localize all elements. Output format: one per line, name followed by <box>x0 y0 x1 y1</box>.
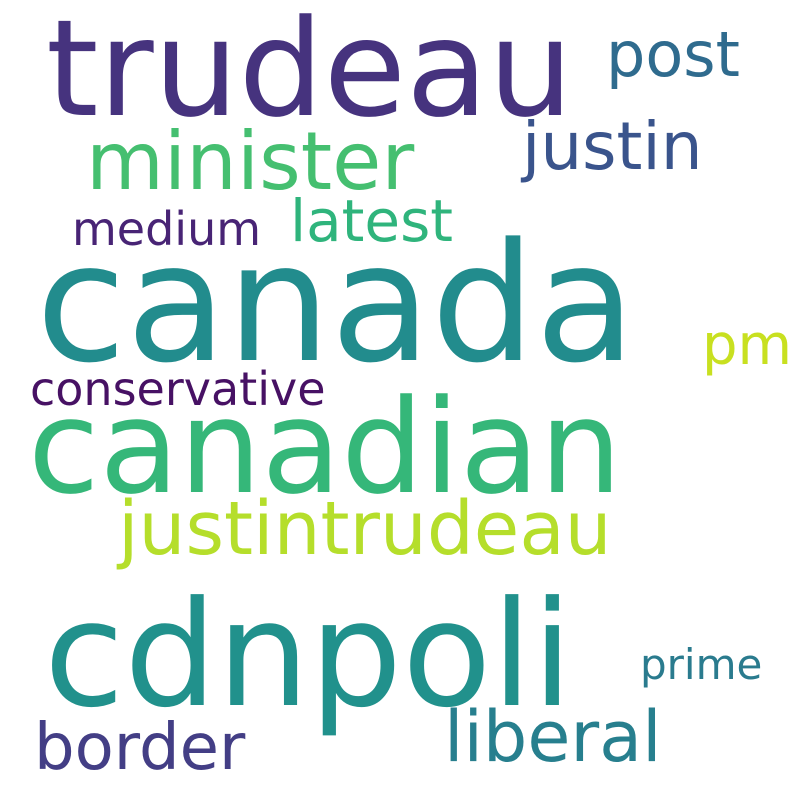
word-post: post <box>606 18 740 91</box>
word-justintrudeau: justintrudeau <box>118 486 612 572</box>
word-cdnpoli: cdnpoli <box>44 570 573 740</box>
word-border: border <box>34 711 246 785</box>
word-liberal: liberal <box>444 696 662 778</box>
word-conservative: conservative <box>30 362 326 416</box>
word-medium: medium <box>72 202 262 256</box>
word-canadian: canadian <box>28 371 622 523</box>
word-pm: pm <box>702 313 793 378</box>
word-prime: prime <box>640 640 763 689</box>
word-justin: justin <box>522 108 703 185</box>
word-trudeau: trudeau <box>46 0 574 147</box>
word-latest: latest <box>290 187 454 255</box>
word-minister: minister <box>86 115 415 208</box>
word-canada: canada <box>36 208 636 399</box>
